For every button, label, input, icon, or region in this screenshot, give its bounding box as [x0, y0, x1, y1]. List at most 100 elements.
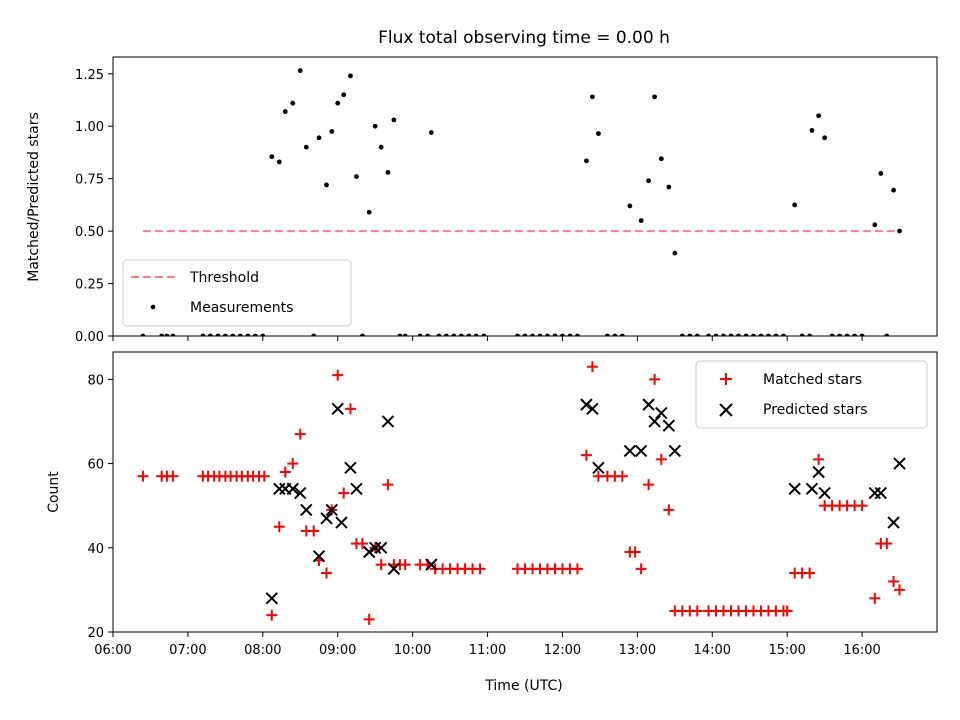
matched-legend-swatch [720, 373, 732, 385]
measurements-point [816, 113, 822, 119]
predicted-stars-point [387, 562, 401, 576]
measurements-point [721, 333, 726, 336]
measurements-point [687, 333, 693, 336]
measurements-point [428, 130, 434, 135]
measurements-point [466, 333, 472, 336]
measurements-point [575, 333, 580, 336]
measurements-point [316, 135, 322, 141]
matched-stars-point [635, 563, 647, 575]
count-axes: 20 40 60 80 06:00 07:00 08:00 09:00 10:00 11:00 12… [87, 351, 938, 658]
measurements-point [829, 333, 835, 336]
matched-stars-point [287, 458, 299, 470]
measurements-point [773, 333, 779, 336]
matched-stars-point [266, 609, 278, 621]
matched-legend-label: Matched stars [763, 372, 862, 388]
measurements-point [596, 131, 601, 136]
measurements-point [852, 333, 857, 336]
measurements-point [878, 171, 884, 176]
predicted-stars-point [668, 444, 682, 458]
x-tick-label: 13:00 [619, 643, 656, 658]
measurements-point [366, 209, 372, 215]
predicted-stars-point [425, 558, 438, 571]
measurements-point [260, 333, 266, 336]
measurements-point [652, 94, 657, 100]
measurements-point [884, 333, 890, 336]
predicted-stars-point [812, 465, 825, 479]
measurements-legend-label: Measurements [190, 300, 293, 316]
matched-stars-point [258, 470, 270, 482]
measurements-point [736, 333, 741, 336]
predicted-legend-label: Predicted stars [763, 402, 868, 418]
measurements-point [458, 333, 464, 336]
predicted-stars-point [350, 482, 363, 496]
matched-stars-point [279, 466, 291, 478]
matched-stars-point [363, 613, 375, 625]
measurements-point [303, 144, 309, 150]
measurements-point [891, 187, 896, 193]
predicted-stars-point [648, 415, 661, 428]
measurements-point [658, 156, 664, 162]
measurements-point [290, 100, 296, 106]
measurements-point [237, 333, 243, 336]
x-tick-label: 14:00 [694, 643, 731, 658]
measurements-point [537, 333, 543, 336]
measurements-point [694, 333, 700, 336]
x-tick-label: 11:00 [469, 643, 506, 658]
measurements-point [560, 333, 565, 336]
measurements-point [282, 109, 288, 114]
measurements-point [335, 100, 341, 106]
measurements-point [200, 333, 206, 336]
measurements-point [378, 144, 384, 150]
predicted-stars-point [300, 503, 313, 517]
measurements-point [276, 159, 282, 165]
count-legend-frame [695, 360, 928, 429]
y-tick-label: 0.00 [75, 330, 104, 345]
measurements-point [792, 202, 798, 208]
measurements-point [567, 333, 573, 336]
matched-stars-point [137, 470, 149, 482]
measurements-point [638, 218, 644, 224]
y-tick-label: 0.50 [75, 225, 104, 240]
predicted-legend-swatch [719, 403, 733, 417]
predicted-stars-point [362, 545, 376, 559]
x-tick-label: 12:00 [544, 643, 581, 658]
measurements-point [619, 333, 625, 336]
plot-frame [112, 56, 938, 337]
measurements-point [552, 333, 558, 336]
matched-stars-point [869, 592, 881, 604]
y-tick-label: 1.25 [75, 68, 104, 83]
plot-frame [112, 351, 938, 633]
ratio-legend: Threshold Measurements [122, 259, 352, 327]
measurements-point [436, 333, 442, 336]
matched-stars-point [781, 605, 793, 617]
measurements-point [743, 333, 749, 336]
matched-stars-point [804, 567, 816, 579]
measurements-point [679, 333, 685, 336]
matched-stars-point [332, 369, 344, 381]
measurements-point [391, 117, 397, 123]
matched-stars-point [294, 428, 306, 440]
matched-stars-point [571, 563, 583, 575]
ratio-legend-frame [122, 259, 352, 327]
measurements-point [159, 333, 165, 336]
chart-title: Flux total observing time = 0.00 h [378, 28, 670, 48]
y-tick-label: 80 [87, 373, 104, 388]
matched-stars-point [894, 584, 906, 596]
measurements-point [612, 333, 618, 336]
predicted-stars-point [286, 482, 299, 496]
predicted-stars-point [374, 541, 388, 554]
measurements-point [372, 123, 378, 129]
measurements-point [809, 128, 815, 133]
matched-stars-point [382, 479, 394, 491]
measurements-point [872, 222, 878, 228]
measurements-point [230, 333, 236, 336]
measurements-point [360, 333, 365, 336]
measurements-point [402, 333, 408, 336]
measurements-point [269, 154, 275, 160]
predicted-stars-point [623, 444, 637, 458]
predicted-stars-point [580, 398, 593, 411]
y-tick-label: 1.00 [75, 120, 104, 135]
measurements-point [751, 333, 756, 336]
measurements-point [859, 333, 865, 336]
measurements-point [837, 333, 843, 336]
